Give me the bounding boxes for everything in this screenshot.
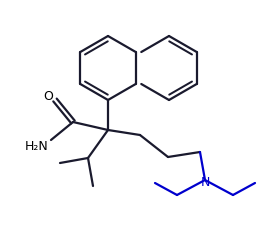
Text: H₂N: H₂N bbox=[25, 140, 49, 152]
Text: O: O bbox=[43, 89, 53, 103]
Text: N: N bbox=[200, 176, 210, 188]
